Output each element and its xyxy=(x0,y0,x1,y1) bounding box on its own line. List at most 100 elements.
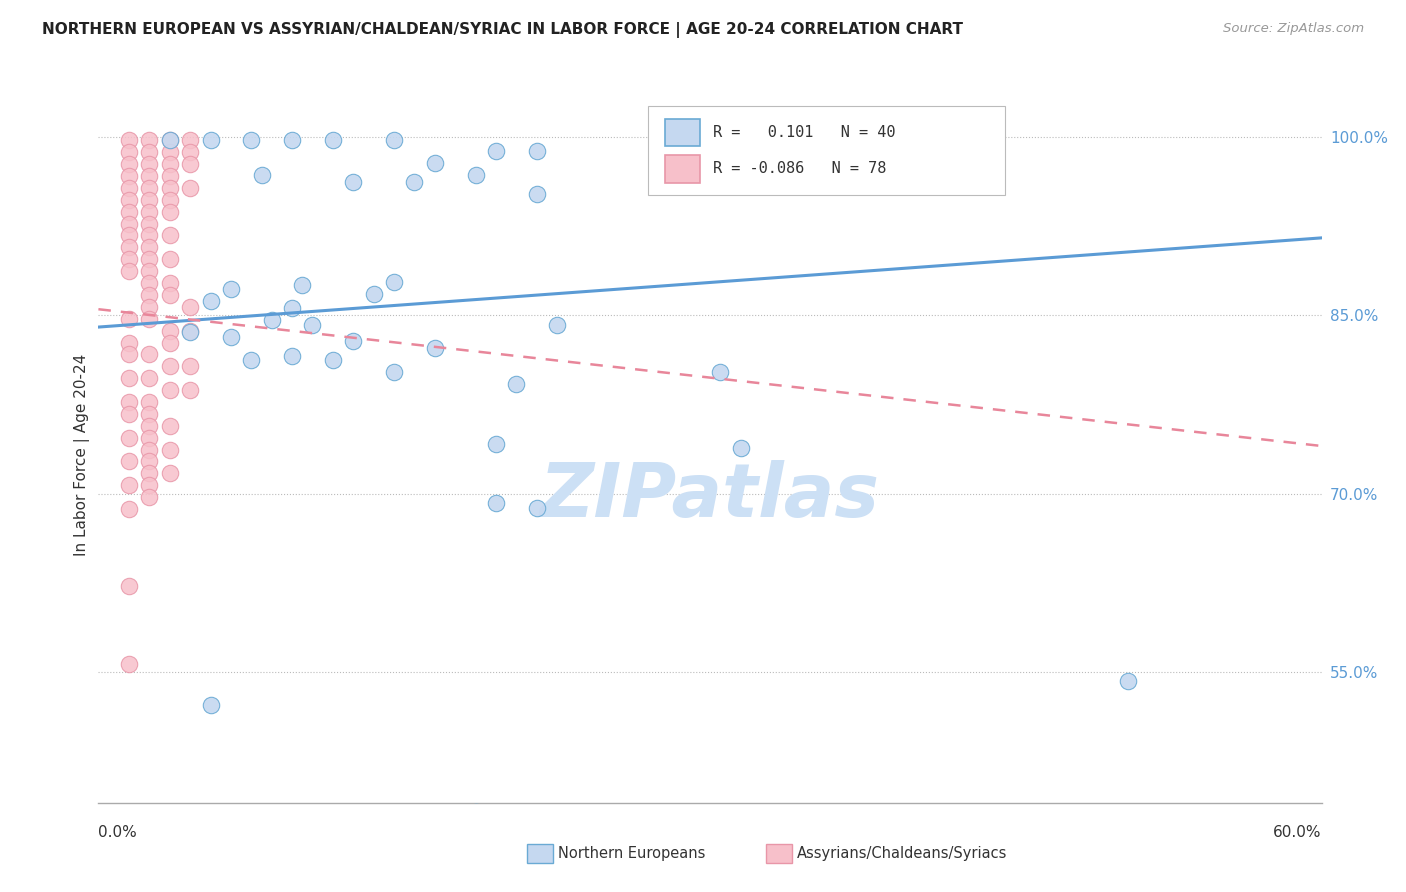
Point xyxy=(159,145,181,160)
Point xyxy=(179,300,201,314)
Point xyxy=(159,193,181,207)
Point xyxy=(159,252,181,267)
Point xyxy=(118,371,141,385)
Text: 60.0%: 60.0% xyxy=(1274,825,1322,840)
Point xyxy=(464,168,486,182)
Point xyxy=(281,301,304,315)
Point xyxy=(730,442,752,456)
Point xyxy=(485,436,508,450)
Point xyxy=(118,193,141,207)
Point xyxy=(159,442,181,457)
Point xyxy=(546,318,568,332)
Point xyxy=(281,349,304,363)
Point xyxy=(138,490,160,504)
Bar xyxy=(665,155,700,183)
Point xyxy=(138,133,160,147)
Point xyxy=(138,300,160,314)
Point xyxy=(138,311,160,326)
Point xyxy=(138,288,160,302)
Point xyxy=(138,204,160,219)
Point xyxy=(138,418,160,433)
Point xyxy=(118,657,141,671)
Point xyxy=(118,395,141,409)
Point xyxy=(179,181,201,195)
Point xyxy=(138,240,160,254)
Point xyxy=(138,478,160,492)
Point xyxy=(138,431,160,445)
Point xyxy=(118,228,141,243)
Point xyxy=(526,144,548,158)
Point xyxy=(159,228,181,243)
Point xyxy=(709,365,731,379)
Text: ZIPatlas: ZIPatlas xyxy=(540,460,880,533)
Point xyxy=(382,133,405,147)
Point xyxy=(118,204,141,219)
Point xyxy=(138,347,160,361)
Point xyxy=(138,193,160,207)
Point xyxy=(118,579,141,593)
Point xyxy=(404,175,426,189)
Point xyxy=(179,325,201,339)
Point xyxy=(159,288,181,302)
Point xyxy=(240,133,263,147)
Point xyxy=(159,181,181,195)
Point xyxy=(159,418,181,433)
Point xyxy=(159,133,181,147)
Point xyxy=(342,334,364,349)
Point xyxy=(118,264,141,278)
Point xyxy=(179,359,201,374)
Point xyxy=(118,252,141,267)
Point xyxy=(505,377,527,392)
Point xyxy=(138,157,160,171)
Point xyxy=(118,407,141,421)
Point xyxy=(138,228,160,243)
Point xyxy=(138,467,160,481)
Point xyxy=(301,318,323,332)
Point xyxy=(200,698,222,713)
Y-axis label: In Labor Force | Age 20-24: In Labor Force | Age 20-24 xyxy=(75,354,90,556)
Point xyxy=(382,365,405,379)
Point xyxy=(118,502,141,516)
Point xyxy=(363,286,385,301)
Point xyxy=(485,144,508,158)
Point xyxy=(159,359,181,374)
Point xyxy=(179,157,201,171)
Point xyxy=(322,353,344,368)
Point xyxy=(138,442,160,457)
Point xyxy=(423,156,446,170)
Point xyxy=(118,157,141,171)
Point xyxy=(118,217,141,231)
Point xyxy=(159,324,181,338)
Point xyxy=(250,168,273,182)
Text: R =   0.101   N = 40: R = 0.101 N = 40 xyxy=(713,125,896,140)
Point xyxy=(118,145,141,160)
Point xyxy=(118,169,141,183)
Point xyxy=(423,342,446,356)
Point xyxy=(159,276,181,290)
Point xyxy=(118,133,141,147)
Point xyxy=(118,311,141,326)
Point xyxy=(485,496,508,510)
Point xyxy=(118,347,141,361)
Point xyxy=(138,181,160,195)
Text: Northern Europeans: Northern Europeans xyxy=(558,847,706,861)
Point xyxy=(526,500,548,515)
Point xyxy=(179,133,201,147)
Point xyxy=(281,133,304,147)
Text: Assyrians/Chaldeans/Syriacs: Assyrians/Chaldeans/Syriacs xyxy=(797,847,1008,861)
Point xyxy=(138,145,160,160)
Point xyxy=(526,186,548,201)
Point xyxy=(138,407,160,421)
Point xyxy=(322,133,344,147)
Text: NORTHERN EUROPEAN VS ASSYRIAN/CHALDEAN/SYRIAC IN LABOR FORCE | AGE 20-24 CORRELA: NORTHERN EUROPEAN VS ASSYRIAN/CHALDEAN/S… xyxy=(42,22,963,38)
Point xyxy=(219,282,242,296)
Point xyxy=(138,264,160,278)
Point xyxy=(138,454,160,468)
Text: Source: ZipAtlas.com: Source: ZipAtlas.com xyxy=(1223,22,1364,36)
Point xyxy=(464,805,486,820)
Point xyxy=(138,276,160,290)
Point xyxy=(138,252,160,267)
Point xyxy=(138,169,160,183)
Text: R = -0.086   N = 78: R = -0.086 N = 78 xyxy=(713,161,887,177)
Point xyxy=(159,467,181,481)
